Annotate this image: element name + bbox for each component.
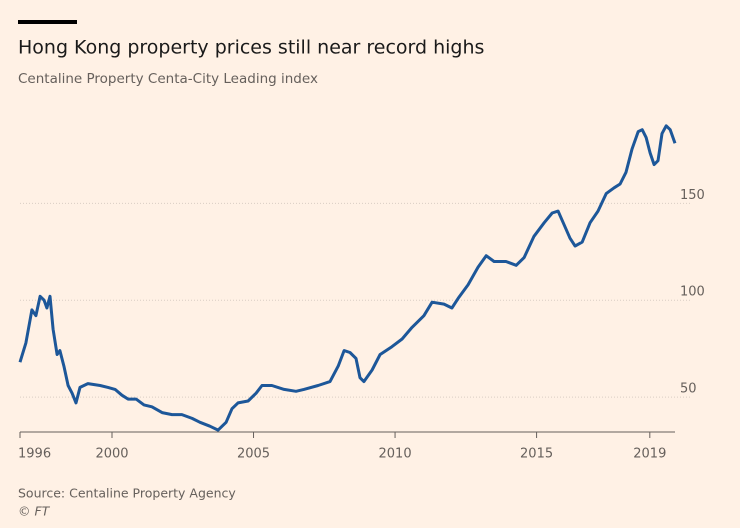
header-bar xyxy=(18,20,77,24)
source: Source: Centaline Property Agency xyxy=(18,486,236,501)
x-tick-label: 2015 xyxy=(520,447,553,462)
x-tick-label: 2019 xyxy=(633,447,666,462)
x-tick-label: 2005 xyxy=(237,447,270,462)
x-tick-label: 1996 xyxy=(18,447,51,462)
credit: © FT xyxy=(18,504,51,519)
line xyxy=(18,124,677,432)
x-tick-label: 2010 xyxy=(379,447,412,462)
chart-subtitle: Centaline Property Centa-City Leading in… xyxy=(18,71,318,87)
y-tick-label: 100 xyxy=(680,285,705,300)
y-tick-label: 150 xyxy=(680,188,705,203)
x-tick-label: 2000 xyxy=(95,447,128,462)
y-tick-label: 50 xyxy=(680,382,697,397)
chart-title: Hong Kong property prices still near rec… xyxy=(18,37,484,59)
